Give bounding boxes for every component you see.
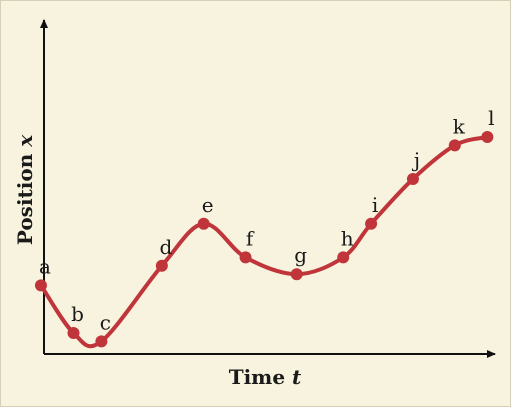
data-point-c	[95, 335, 108, 348]
data-point-a	[34, 279, 47, 292]
point-label-c: c	[100, 310, 111, 334]
point-label-d: d	[159, 235, 172, 259]
data-point-d	[155, 259, 168, 272]
data-point-g	[290, 268, 303, 281]
point-label-a: a	[39, 254, 51, 278]
point-label-f: f	[246, 226, 255, 250]
point-label-g: g	[294, 243, 307, 267]
point-labels: ab c d e f g hi j k l	[39, 106, 495, 334]
point-label-j: j	[412, 148, 420, 172]
point-label-e: e	[202, 193, 214, 217]
data-point-h	[337, 251, 350, 264]
point-label-l: l	[488, 106, 494, 130]
y-axis-variable: x	[13, 134, 37, 148]
data-points	[34, 131, 494, 348]
y-axis-title: Position x	[13, 134, 37, 245]
data-point-f	[239, 251, 252, 264]
data-point-i	[365, 217, 378, 230]
x-axis-variable: t	[292, 365, 302, 389]
point-label-k: k	[453, 114, 466, 138]
data-point-e	[197, 217, 210, 230]
data-point-l	[481, 131, 494, 143]
x-axis-title: Time t	[229, 365, 302, 389]
x-axis-label: Time	[229, 365, 285, 389]
y-axis-label: Position	[13, 153, 37, 245]
data-point-j	[406, 173, 419, 185]
data-point-b	[67, 327, 80, 339]
point-label-b: b	[71, 302, 84, 326]
data-point-k	[448, 139, 461, 152]
point-label-h: h	[341, 226, 354, 250]
point-label-i: i	[372, 193, 378, 217]
